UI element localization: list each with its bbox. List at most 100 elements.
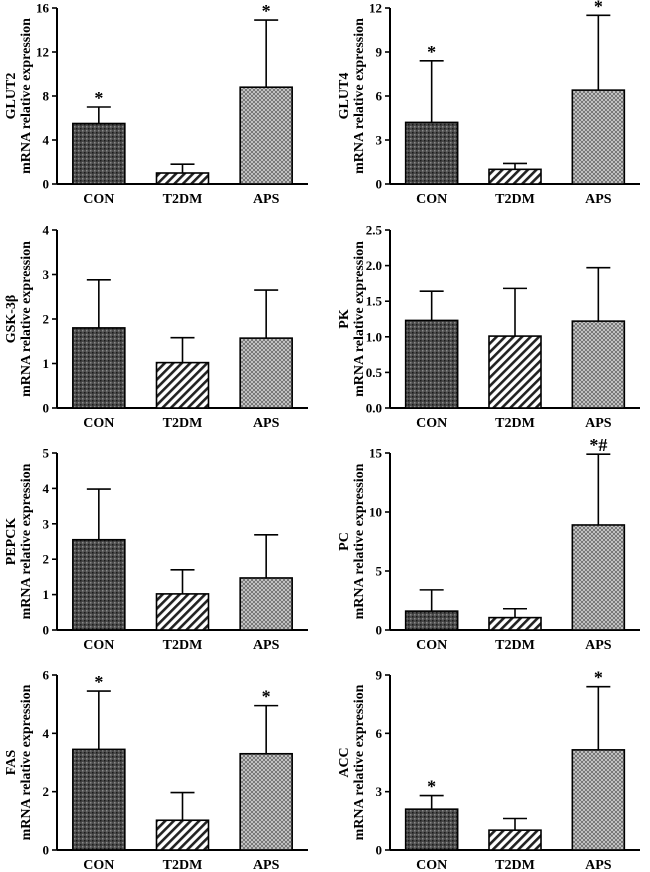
- y-tick-label: 5: [376, 564, 383, 579]
- x-category-label: APS: [585, 858, 612, 872]
- y-axis-gene-label: GLUT2: [4, 73, 19, 120]
- x-category-label: T2DM: [163, 638, 203, 653]
- bar-t2dm: [155, 361, 210, 409]
- y-tick-label: 16: [36, 1, 50, 16]
- bar-aps: [571, 89, 626, 185]
- x-category-label: APS: [253, 638, 280, 653]
- y-tick-label: 3: [43, 267, 50, 282]
- chart-panel-fas: 0 2 4 6 FAS mRNA relative expression * CON T2DM *…: [4, 668, 308, 872]
- bar-aps: [239, 577, 293, 631]
- bar-t2dm: [488, 829, 542, 851]
- bar-t2dm: [488, 616, 542, 631]
- bar-con: [72, 748, 126, 851]
- y-axis-label: mRNA relative expression: [352, 684, 367, 840]
- y-axis-gene-label: PK: [337, 309, 352, 329]
- y-tick-label: 3: [376, 133, 383, 148]
- x-category-label: T2DM: [163, 192, 203, 207]
- significance-marker: *: [262, 687, 271, 707]
- y-tick-label: 1.0: [366, 329, 382, 344]
- x-category-label: APS: [585, 192, 612, 207]
- bar-con: [404, 610, 459, 631]
- y-axis-label: mRNA relative expression: [352, 463, 367, 619]
- y-tick-label: 4: [43, 223, 50, 238]
- x-category-label: T2DM: [495, 858, 535, 872]
- y-tick-label: 6: [376, 89, 383, 104]
- y-tick-label: 0: [43, 401, 50, 416]
- bar-aps: [239, 337, 293, 409]
- x-category-label: APS: [585, 638, 612, 653]
- bar-con: [72, 538, 126, 631]
- y-tick-label: 6: [43, 668, 50, 683]
- x-category-label: CON: [83, 192, 114, 207]
- x-category-label: CON: [83, 858, 114, 872]
- y-axis-label: mRNA relative expression: [19, 684, 34, 840]
- y-tick-label: 2: [43, 784, 50, 799]
- y-tick-label: 2: [43, 312, 50, 327]
- x-category-label: T2DM: [495, 192, 535, 207]
- y-tick-label: 12: [369, 1, 382, 16]
- y-tick-label: 4: [43, 481, 50, 496]
- y-axis-gene-label: FAS: [4, 750, 19, 776]
- y-tick-label: 0: [376, 177, 383, 192]
- bar-con: [404, 808, 459, 851]
- y-tick-label: 0: [43, 177, 50, 192]
- y-tick-label: 4: [43, 133, 50, 148]
- significance-marker: *: [94, 88, 103, 108]
- bar-con: [72, 327, 126, 409]
- bar-t2dm: [488, 335, 542, 409]
- x-category-label: CON: [416, 858, 447, 872]
- y-axis-gene-label: ACC: [337, 747, 352, 777]
- y-tick-label: 0: [376, 843, 383, 858]
- x-category-label: CON: [416, 416, 447, 431]
- y-tick-label: 3: [43, 516, 50, 531]
- y-tick-label: 12: [36, 45, 49, 60]
- bar-con: [404, 121, 459, 185]
- y-tick-label: 9: [376, 668, 383, 683]
- x-category-label: T2DM: [163, 416, 203, 431]
- significance-marker: *: [262, 1, 271, 21]
- y-tick-label: 4: [43, 726, 50, 741]
- chart-panel-gsk3: 0 1 2 3 4 GSK-3β mRNA relative expression CON T2…: [4, 223, 308, 431]
- significance-marker: *: [427, 777, 436, 797]
- significance-marker: *: [427, 42, 436, 62]
- y-tick-label: 2.5: [366, 223, 383, 238]
- y-tick-label: 0.5: [366, 365, 383, 380]
- y-axis-gene-label: GLUT4: [337, 73, 352, 120]
- y-tick-label: 1: [43, 356, 50, 371]
- bar-aps: [239, 752, 293, 851]
- y-tick-label: 1: [43, 587, 50, 602]
- x-category-label: APS: [253, 416, 280, 431]
- y-axis-gene-label: PEPCK: [4, 518, 19, 566]
- bar-con: [72, 122, 126, 185]
- y-tick-label: 6: [376, 726, 383, 741]
- bar-aps: [571, 749, 626, 851]
- y-tick-label: 5: [43, 446, 50, 461]
- bar-con: [404, 319, 459, 409]
- y-axis-gene-label: GSK-3β: [4, 295, 19, 344]
- y-tick-label: 10: [369, 505, 382, 520]
- significance-marker: *#: [589, 435, 607, 455]
- y-tick-label: 8: [43, 89, 50, 104]
- y-axis-label: mRNA relative expression: [352, 241, 367, 397]
- y-tick-label: 15: [369, 446, 383, 461]
- y-tick-label: 1.5: [366, 294, 383, 309]
- y-tick-label: 3: [376, 784, 383, 799]
- chart-panel-pepck: 0 1 2 3 4 5 PEPCK mRNA relative expression CON T2…: [4, 446, 308, 653]
- chart-panel-glut2: 0 4 8 12 16 GLUT2 mRNA relative expression * CON…: [4, 1, 308, 207]
- y-axis-label: mRNA relative expression: [19, 18, 34, 174]
- x-category-label: APS: [585, 416, 612, 431]
- x-category-label: CON: [416, 638, 447, 653]
- bar-aps: [571, 320, 626, 409]
- y-tick-label: 0: [43, 843, 50, 858]
- significance-marker: *: [94, 672, 103, 692]
- y-tick-label: 0: [376, 623, 383, 638]
- bar-t2dm: [488, 168, 542, 185]
- chart-panel-pc: 0 5 10 15 PC mRNA relative expression CON T2DM *…: [337, 435, 640, 653]
- y-axis-gene-label: PC: [337, 532, 352, 551]
- y-axis-label: mRNA relative expression: [19, 463, 34, 619]
- x-category-label: CON: [83, 416, 114, 431]
- x-category-label: T2DM: [495, 638, 535, 653]
- x-category-label: CON: [416, 192, 447, 207]
- y-axis-label: mRNA relative expression: [352, 18, 367, 174]
